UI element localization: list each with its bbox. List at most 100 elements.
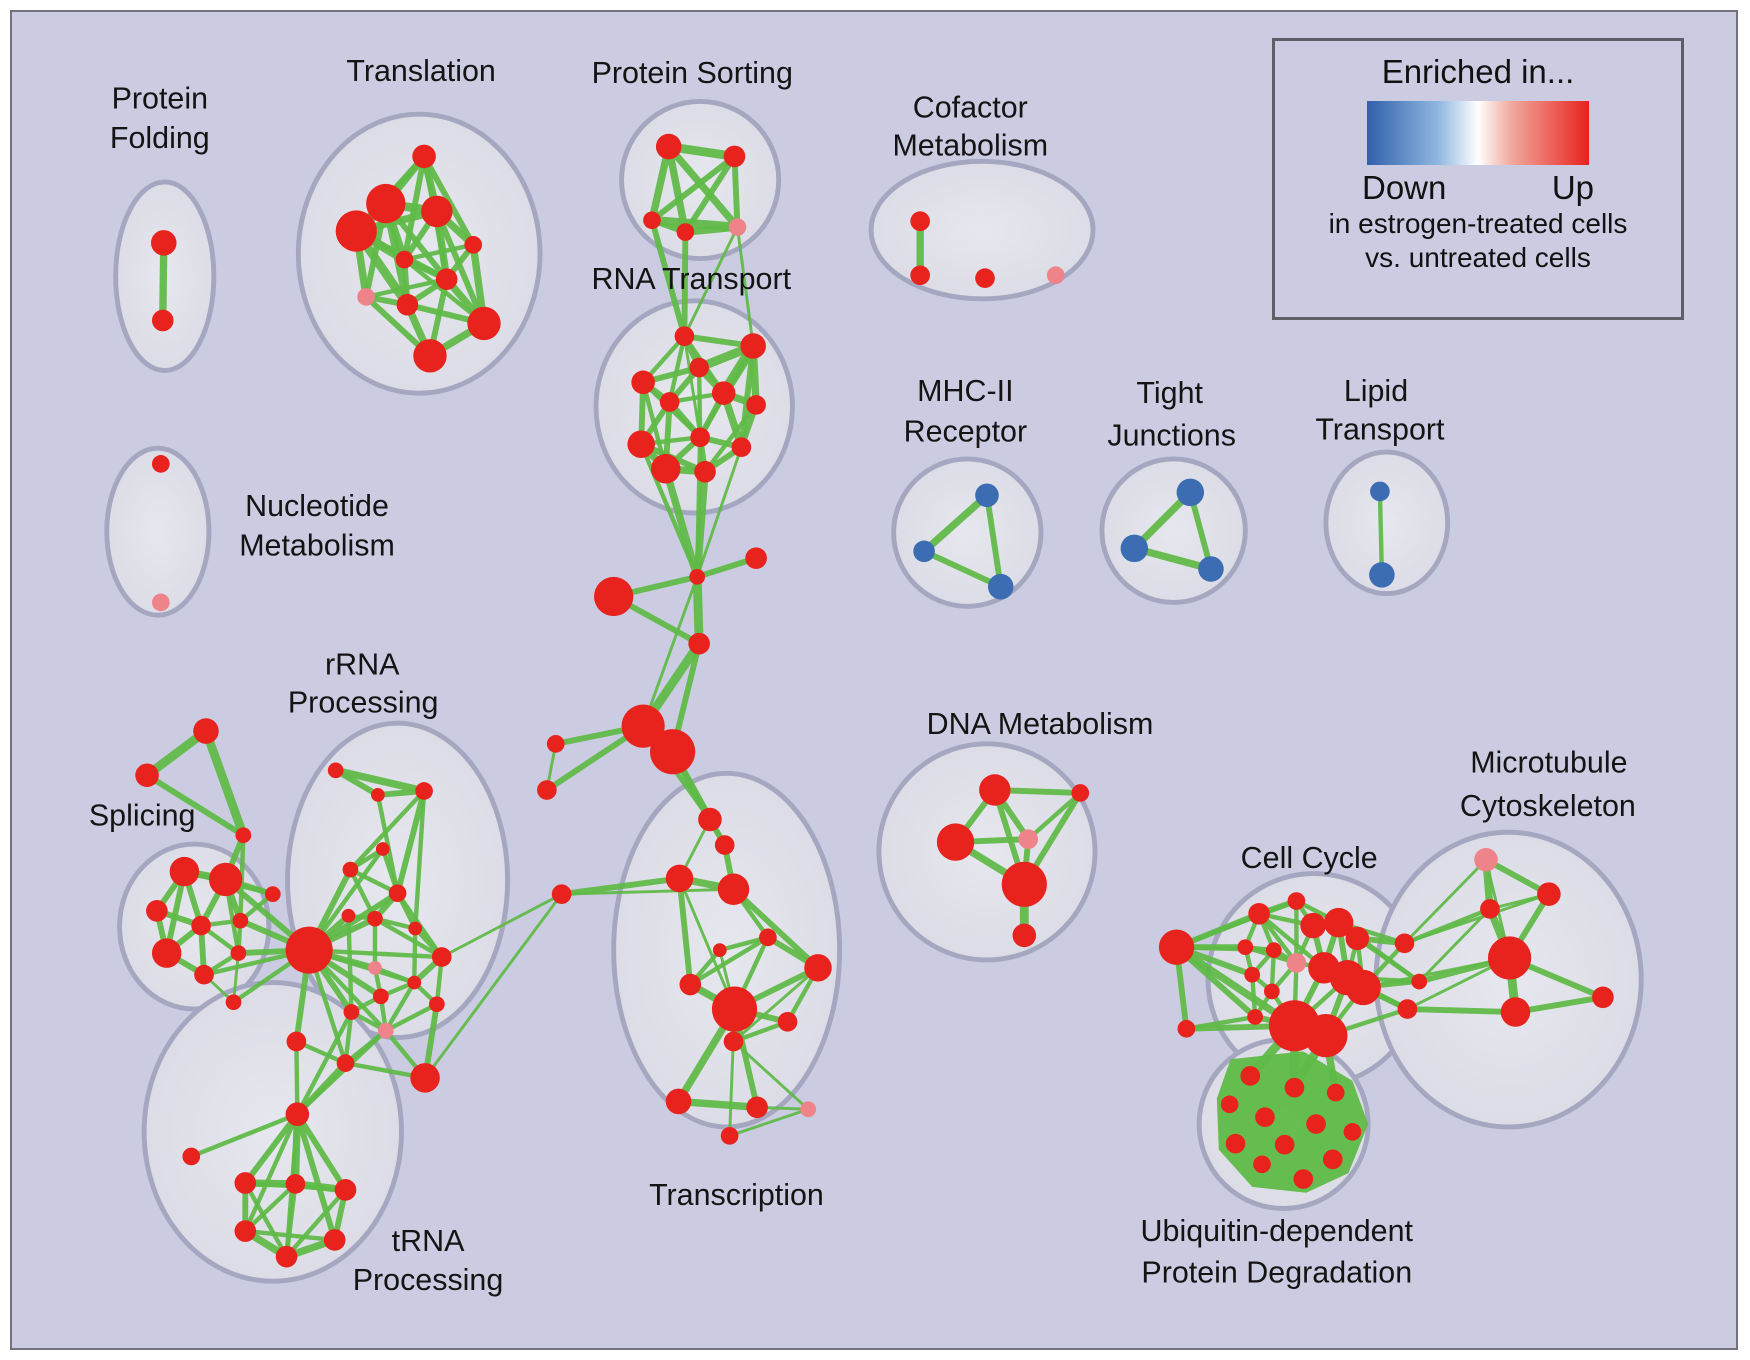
enrichment-edge [692,572,704,649]
gene-set-node-k0 [910,211,930,232]
gene-set-node-z3 [688,632,710,655]
gene-set-node-w0 [1474,847,1498,872]
gene-set-node-t4 [711,381,736,405]
gene-set-node-t9 [731,437,752,458]
cluster-label-lipid-transport: Lipid [1344,374,1408,408]
gene-set-node-v5 [395,250,414,269]
gene-set-node-p6 [194,964,214,985]
enrichment-edge [243,1181,298,1234]
enrichment-edge [1512,994,1606,1015]
enrichment-edge [413,788,427,931]
gene-set-node-f0 [150,230,177,256]
gene-set-node-t0 [674,326,695,346]
gene-set-node-c7 [1237,939,1254,956]
gene-set-node-f1 [151,309,174,332]
gene-set-node-k1 [910,265,930,286]
enrichment-edge [558,875,683,898]
gene-set-node-k2 [975,268,995,289]
gene-set-node-c9 [1286,953,1307,973]
gene-set-node-v1 [366,183,406,224]
gene-set-node-r0 [285,926,333,974]
gene-set-node-v6 [435,268,458,291]
cluster-label-nucleotide-metabolism: Nucleotide [245,489,389,523]
enrichment-map-canvas: Protein Folding Translation Protein Sorting… [89,54,1644,1297]
gene-set-node-h4 [334,1179,357,1201]
gene-set-node-u11 [1293,1169,1314,1189]
enrichment-edge [678,876,736,1011]
gene-set-node-v0 [412,144,436,169]
gene-set-node-s4 [728,218,747,236]
gene-set-node-r13 [373,988,389,1005]
gene-set-node-c14 [1263,983,1280,1000]
gene-set-node-c0 [1158,929,1195,965]
gene-set-node-c15 [1247,1009,1264,1025]
enrichment-edge [738,343,757,451]
enrichment-edge [649,153,738,224]
enrichment-edge [694,435,703,580]
gene-set-node-j1 [1120,534,1149,563]
gene-set-node-x6 [712,943,727,958]
enrichment-edge [1402,892,1551,945]
legend-down-label: Down [1362,169,1447,206]
enrichment-edge [433,208,487,327]
cluster-label-ubiquitin-degradation: Protein Degradation [1141,1255,1412,1289]
gene-set-node-x1 [714,835,735,855]
enrichment-edge [696,365,703,440]
figure-frame: Protein Folding Translation Protein Sorting… [10,10,1738,1350]
enrichment-edge [363,276,449,300]
enrichment-edge [682,334,702,439]
enrichment-edge [421,153,477,248]
gene-set-node-r8 [367,910,383,927]
gene-set-node-p3 [191,915,211,936]
enrichment-edge [295,1009,354,1117]
enrichment-edge [295,1028,388,1117]
gene-set-node-v9 [467,306,501,341]
gene-set-node-r4 [375,842,390,856]
cluster-label-cell-cycle: Cell Cycle [1241,841,1378,875]
gene-set-node-c19 [1411,973,1428,990]
gene-set-node-z5 [650,729,696,775]
enrichment-edge [681,229,689,340]
gene-set-node-c18 [1394,933,1415,954]
gene-set-node-r17 [336,1054,355,1072]
gene-set-node-v4 [464,235,483,254]
gene-set-node-u3 [1220,1095,1239,1114]
gene-set-node-v2 [421,195,453,228]
enrichment-edge [641,575,699,728]
cluster-label-splicing: Splicing [89,799,196,833]
enrichment-edge [735,225,755,348]
gene-set-node-r3 [415,782,433,800]
gene-set-node-c17 [1304,1014,1348,1058]
cluster-label-lipid-transport: Transport [1315,413,1445,447]
gene-set-node-u1 [1284,1077,1305,1098]
enrichment-edge [665,142,742,231]
cluster-label-microtubule-cytoskeleton: Cytoskeleton [1460,789,1636,823]
enrichment-edge [243,1111,300,1234]
gene-set-node-r2 [371,788,385,802]
cluster-label-transcription: Transcription [649,1178,824,1212]
enrichment-edge [674,1097,761,1112]
gene-set-node-r15 [428,996,445,1013]
enrichment-edge [372,965,417,985]
enrichment-edge [412,926,418,985]
cluster-label-microtubule-cytoskeleton: Microtubule [1470,746,1627,780]
gene-set-node-w4 [1500,997,1531,1027]
gene-set-node-layer [135,133,1614,1268]
gene-set-node-s1 [723,145,746,168]
gene-set-node-x13 [746,1096,768,1119]
cluster-ellipse-cofactor-metabolism [868,158,1096,302]
gene-set-node-x14 [800,1101,817,1118]
gene-set-node-x15 [720,1126,739,1145]
gene-set-node-c8 [1265,942,1282,959]
gene-set-node-u8 [1274,1134,1295,1155]
enrichment-edge [732,966,820,1043]
cluster-label-cofactor-metabolism: Cofactor [913,90,1028,124]
gene-set-node-u6 [1343,1123,1362,1141]
enrichment-edge [189,1111,300,1159]
gene-set-node-r6 [388,884,407,903]
gene-set-node-p7 [264,886,281,903]
gene-set-node-v3 [335,210,377,252]
enrichment-edge [728,1107,810,1138]
enrichment-edge [1361,956,1512,989]
gene-set-node-u5 [1306,1114,1326,1134]
